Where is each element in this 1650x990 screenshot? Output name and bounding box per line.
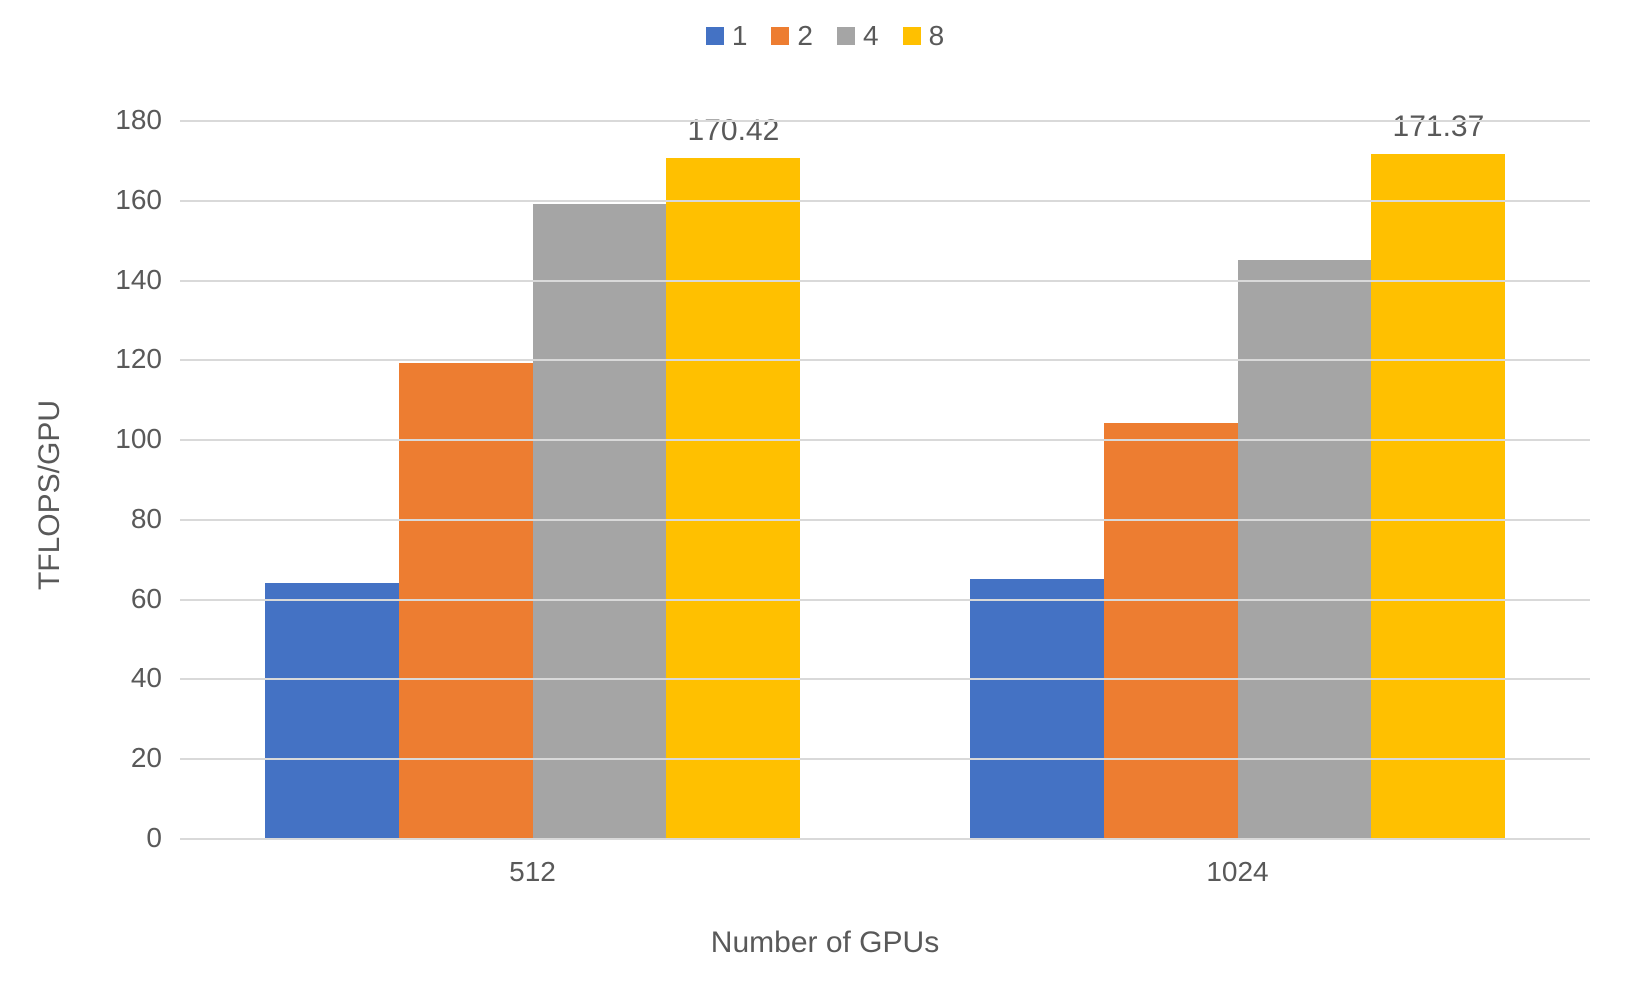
- gridline: [180, 200, 1590, 202]
- legend-label: 4: [863, 20, 879, 52]
- gridline: [180, 120, 1590, 122]
- bar: [265, 583, 399, 838]
- bar: 171.37: [1371, 154, 1505, 838]
- bar: 170.42: [666, 158, 800, 838]
- gridline: [180, 678, 1590, 680]
- y-tick-label: 60: [131, 583, 180, 615]
- legend-item: 4: [837, 20, 879, 52]
- plot-area: 170.42512171.371024 02040608010012014016…: [180, 120, 1590, 840]
- legend-item: 1: [706, 20, 748, 52]
- gridline: [180, 519, 1590, 521]
- bar: [533, 204, 667, 838]
- gridline: [180, 359, 1590, 361]
- y-tick-label: 140: [115, 264, 180, 296]
- legend: 1 2 4 8: [0, 20, 1650, 52]
- bar: [970, 579, 1104, 838]
- gridline: [180, 599, 1590, 601]
- y-tick-label: 40: [131, 662, 180, 694]
- bars-wrapper: 170.42: [265, 120, 801, 838]
- bar-group: 170.42512: [180, 120, 885, 838]
- legend-item: 2: [771, 20, 813, 52]
- legend-swatch: [837, 27, 855, 45]
- y-tick-label: 160: [115, 184, 180, 216]
- y-axis-title: TFLOPS/GPU: [33, 400, 67, 590]
- legend-swatch: [771, 27, 789, 45]
- y-tick-label: 80: [131, 503, 180, 535]
- y-tick-label: 0: [146, 822, 180, 854]
- y-tick-label: 20: [131, 742, 180, 774]
- x-tick-label: 1024: [885, 838, 1590, 888]
- bar-groups: 170.42512171.371024: [180, 120, 1590, 838]
- legend-label: 8: [929, 20, 945, 52]
- tflops-chart: 1248 170.42512171.371024 020406080100120…: [0, 0, 1650, 990]
- bar: [399, 363, 533, 838]
- legend-item: 8: [903, 20, 945, 52]
- gridline: [180, 280, 1590, 282]
- bar-data-label: 171.37: [1393, 110, 1485, 154]
- gridline: [180, 439, 1590, 441]
- x-axis-title: Number of GPUs: [0, 926, 1650, 960]
- y-tick-label: 120: [115, 343, 180, 375]
- gridline: [180, 758, 1590, 760]
- y-tick-label: 180: [115, 104, 180, 136]
- bar: [1238, 260, 1372, 838]
- legend-swatch: [706, 27, 724, 45]
- bar-group: 171.371024: [885, 120, 1590, 838]
- y-tick-label: 100: [115, 423, 180, 455]
- bars-wrapper: 171.37: [970, 120, 1506, 838]
- x-tick-label: 512: [180, 838, 885, 888]
- bar: [1104, 423, 1238, 838]
- legend-label: 2: [797, 20, 813, 52]
- legend-label: 1: [732, 20, 748, 52]
- legend-swatch: [903, 27, 921, 45]
